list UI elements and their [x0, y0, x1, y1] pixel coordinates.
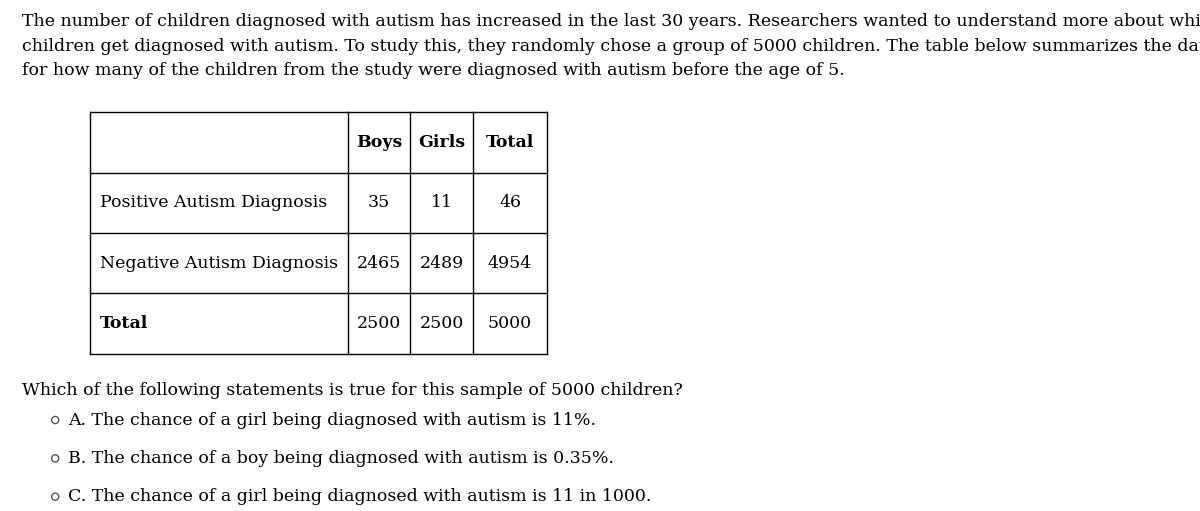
Text: 5000: 5000: [488, 315, 532, 332]
Text: 2500: 2500: [358, 315, 401, 332]
Text: The number of children diagnosed with autism has increased in the last 30 years.: The number of children diagnosed with au…: [22, 13, 1200, 79]
Text: Total: Total: [100, 315, 148, 332]
Text: B. The chance of a boy being diagnosed with autism is 0.35%.: B. The chance of a boy being diagnosed w…: [68, 450, 614, 467]
Text: Positive Autism Diagnosis: Positive Autism Diagnosis: [100, 194, 326, 212]
Text: 2489: 2489: [420, 254, 463, 272]
Text: Total: Total: [486, 134, 534, 151]
Text: Boys: Boys: [356, 134, 402, 151]
Text: 4954: 4954: [488, 254, 532, 272]
Text: 2500: 2500: [420, 315, 463, 332]
Text: C. The chance of a girl being diagnosed with autism is 11 in 1000.: C. The chance of a girl being diagnosed …: [68, 488, 652, 505]
Text: 46: 46: [499, 194, 521, 212]
Text: 2465: 2465: [358, 254, 401, 272]
Text: Which of the following statements is true for this sample of 5000 children?: Which of the following statements is tru…: [22, 382, 683, 399]
Text: Negative Autism Diagnosis: Negative Autism Diagnosis: [100, 254, 337, 272]
Text: 35: 35: [368, 194, 390, 212]
Text: Girls: Girls: [418, 134, 466, 151]
Text: A. The chance of a girl being diagnosed with autism is 11%.: A. The chance of a girl being diagnosed …: [68, 411, 596, 429]
Text: 11: 11: [431, 194, 452, 212]
